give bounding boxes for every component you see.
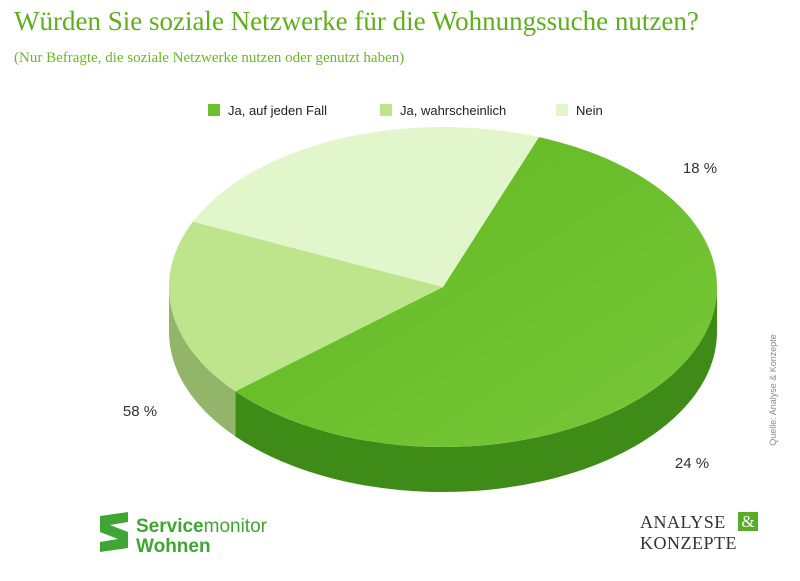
- value-label-ja-auf-jeden-fall: 58 %: [123, 403, 157, 420]
- value-labels: 58 % 18 % 24 %: [123, 160, 717, 472]
- legend-swatch-ja-wahrscheinlich: [380, 104, 392, 116]
- servicemonitor-logo: Servicemonitor Wohnen: [96, 510, 296, 560]
- pie-slice-ja-wahrscheinlich: [169, 221, 444, 392]
- legend-swatch-nein: [556, 104, 568, 116]
- chart-title: Würden Sie soziale Netzwerke für die Woh…: [14, 6, 699, 36]
- logo-s-icon: [100, 512, 128, 552]
- logo-text-servicemonitor: Servicemonitor: [136, 516, 267, 537]
- logo-text-analyse: ANALYSE: [640, 512, 726, 532]
- legend-swatch-ja-auf-jeden-fall: [208, 104, 220, 116]
- pie-slice-nein: [192, 127, 539, 287]
- legend-item-nein: Nein: [556, 103, 603, 118]
- chart-subtitle: (Nur Befragte, die soziale Netzwerke nut…: [14, 50, 405, 66]
- legend: Ja, auf jeden Fall Ja, wahrscheinlich Nein: [208, 103, 603, 118]
- legend-label-ja-auf-jeden-fall: Ja, auf jeden Fall: [228, 103, 327, 118]
- pie-side-ja-auf-jeden-fall: [235, 287, 718, 492]
- legend-label-nein: Nein: [576, 103, 603, 118]
- logo-ampersand: &: [738, 512, 758, 531]
- pie-slice-ja-auf-jeden-fall: [235, 137, 718, 447]
- pie-side-ja-wahrscheinlich: [169, 287, 236, 437]
- pie-top: [169, 127, 718, 447]
- value-label-nein: 24 %: [675, 455, 709, 472]
- value-label-ja-wahrscheinlich: 18 %: [683, 160, 717, 177]
- legend-item-ja-auf-jeden-fall: Ja, auf jeden Fall: [208, 103, 327, 118]
- legend-item-ja-wahrscheinlich: Ja, wahrscheinlich: [380, 103, 506, 118]
- logo-text-konzepte: KONZEPTE: [640, 533, 737, 553]
- analyse-konzepte-logo: ANALYSE & KONZEPTE: [632, 512, 772, 558]
- pie-sides: [169, 287, 718, 492]
- legend-label-ja-wahrscheinlich: Ja, wahrscheinlich: [400, 103, 506, 118]
- logo-text-wohnen: Wohnen: [136, 536, 211, 557]
- source-note: Quelle: Analyse & Konzepte: [768, 334, 778, 446]
